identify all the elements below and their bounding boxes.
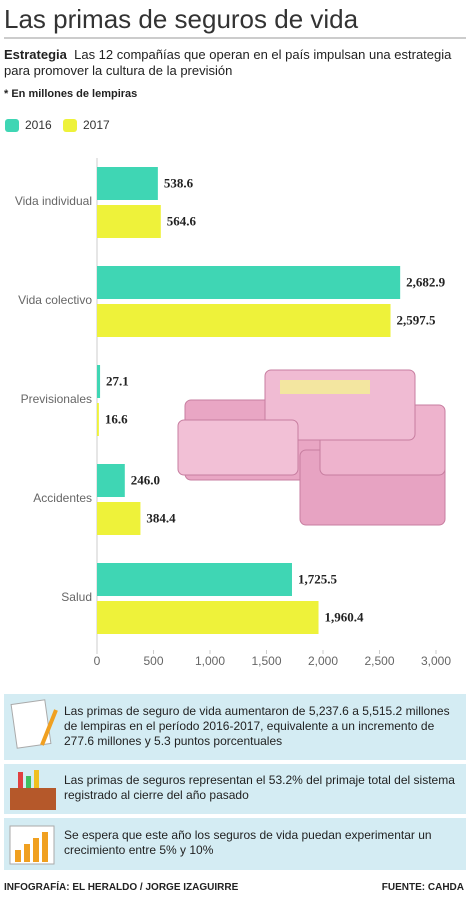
- value-label: 564.6: [167, 213, 197, 228]
- legend-swatch: [5, 119, 19, 132]
- bar: [97, 167, 158, 200]
- legend-label: 2016: [25, 118, 52, 132]
- bar: [97, 502, 141, 535]
- category-label: Salud: [61, 590, 92, 604]
- value-label: 2,597.5: [397, 312, 437, 327]
- note-box: [4, 694, 466, 760]
- footer-source: FUENTE: CAHDA: [381, 882, 464, 893]
- value-label: 16.6: [105, 411, 128, 426]
- legend-label: 2017: [83, 118, 110, 132]
- note-icon: [10, 699, 58, 749]
- note-icon: [10, 770, 56, 810]
- bar: [97, 403, 99, 436]
- bar: [97, 205, 161, 238]
- bar: [97, 365, 101, 398]
- footer-credit: INFOGRAFÍA: EL HERALDO / JORGE IZAGUIRRE: [4, 882, 239, 893]
- note-icon: [9, 825, 55, 865]
- x-tick-label: 500: [143, 654, 163, 668]
- note-text: Las primas de seguros representan el 53.…: [64, 773, 455, 802]
- x-tick-label: 0: [94, 654, 101, 668]
- value-label: 246.0: [131, 472, 160, 487]
- category-label: Vida individual: [15, 194, 92, 208]
- x-tick-label: 1,000: [195, 654, 225, 668]
- category-label: Previsionales: [21, 392, 92, 406]
- legend-swatch: [63, 119, 77, 132]
- x-tick-label: 1,500: [251, 654, 281, 668]
- x-tick-label: 3,000: [421, 654, 451, 668]
- bar: [97, 601, 319, 634]
- subtitle-lead: Estrategia: [4, 47, 67, 62]
- value-label: 27.1: [106, 373, 129, 388]
- note-box: [4, 764, 466, 814]
- x-tick-label: 2,000: [308, 654, 338, 668]
- bar: [97, 464, 125, 497]
- subtitle-text: Las 12 compañías que operan en el país i…: [4, 47, 452, 78]
- note-box: [4, 818, 466, 870]
- bar: [97, 266, 401, 299]
- value-label: 2,682.9: [406, 274, 446, 289]
- category-label: Accidentes: [33, 491, 92, 505]
- bar: [97, 304, 391, 337]
- money-illustration: [177, 369, 446, 526]
- note-text: Las primas de seguro de vida aumentaron …: [64, 704, 450, 748]
- note-text: Se espera que este año los seguros de vi…: [64, 828, 432, 857]
- subtitle: Estrategia Las 12 compañías que operan e…: [4, 47, 464, 79]
- unit-note: * En millones de lempiras: [4, 88, 138, 100]
- value-label: 538.6: [164, 175, 194, 190]
- bar: [97, 563, 292, 596]
- value-label: 384.4: [146, 510, 176, 525]
- category-label: Vida colectivo: [18, 293, 92, 307]
- chart-title: Las primas de seguros de vida: [4, 4, 359, 34]
- value-label: 1,725.5: [298, 571, 338, 586]
- value-label: 1,960.4: [325, 609, 365, 624]
- x-tick-label: 2,500: [364, 654, 394, 668]
